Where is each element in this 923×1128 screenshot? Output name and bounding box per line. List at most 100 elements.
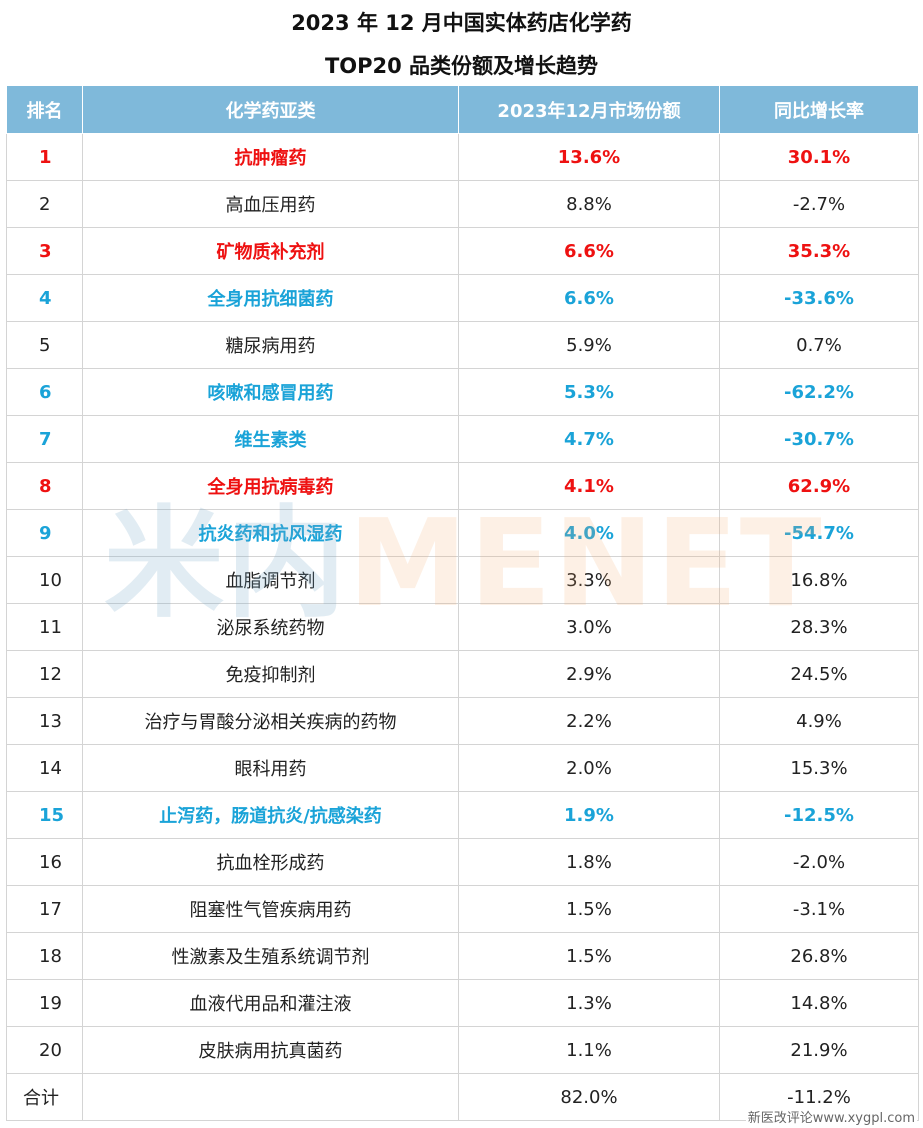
growth-cell: 24.5%: [719, 650, 919, 698]
table-row: 12 免疫抑制剂 2.9% 24.5%: [6, 650, 919, 698]
table-row: 15 止泻药，肠道抗炎/抗感染药 1.9% -12.5%: [6, 791, 919, 839]
rank-cell: 16: [6, 838, 83, 886]
share-cell: 5.3%: [458, 368, 720, 416]
rank-cell: 4: [6, 274, 83, 322]
rank-cell: 3: [6, 227, 83, 275]
growth-cell: 28.3%: [719, 603, 919, 651]
page-subtitle: TOP20 品类份额及增长趋势: [324, 54, 599, 78]
table-row: 19 血液代用品和灌注液 1.3% 14.8%: [6, 979, 919, 1027]
growth-cell: 30.1%: [719, 133, 919, 181]
header-rank: 排名: [6, 85, 83, 134]
rank-cell: 10: [6, 556, 83, 604]
total-row: 合计 82.0% -11.2%: [6, 1073, 919, 1121]
category-cell: 性激素及生殖系统调节剂: [82, 932, 459, 980]
ranking-table: 排名 化学药亚类 2023年12月市场份额 同比增长率 1 抗肿瘤药 13.6% 30…: [6, 85, 919, 1121]
category-cell: 泌尿系统药物: [82, 603, 459, 651]
category-cell: 抗肿瘤药: [82, 133, 459, 181]
rank-cell: 11: [6, 603, 83, 651]
growth-cell: -54.7%: [719, 509, 919, 557]
rank-cell: 6: [6, 368, 83, 416]
growth-cell: 0.7%: [719, 321, 919, 369]
rank-cell: 12: [6, 650, 83, 698]
category-cell: 矿物质补充剂: [82, 227, 459, 275]
rank-cell: 15: [6, 791, 83, 839]
rank-cell: 7: [6, 415, 83, 463]
growth-cell: 35.3%: [719, 227, 919, 275]
growth-cell: 14.8%: [719, 979, 919, 1027]
share-cell: 8.8%: [458, 180, 720, 228]
share-cell: 4.0%: [458, 509, 720, 557]
category-cell: 抗血栓形成药: [82, 838, 459, 886]
share-cell: 1.9%: [458, 791, 720, 839]
category-cell: 维生素类: [82, 415, 459, 463]
growth-cell: -33.6%: [719, 274, 919, 322]
rank-cell: 17: [6, 885, 83, 933]
share-cell: 4.1%: [458, 462, 720, 510]
share-cell: 2.0%: [458, 744, 720, 792]
table-row: 1 抗肿瘤药 13.6% 30.1%: [6, 133, 919, 181]
source-watermark: 新医改评论www.xygpl.com: [745, 1107, 917, 1126]
share-cell: 3.0%: [458, 603, 720, 651]
table-body: 1 抗肿瘤药 13.6% 30.1% 2 高血压用药 8.8% -2.7% 3 矿物质补充剂 6.6…: [6, 133, 919, 1121]
category-cell: 全身用抗细菌药: [82, 274, 459, 322]
total-label: 合计: [6, 1073, 83, 1121]
share-cell: 1.1%: [458, 1026, 720, 1074]
category-cell: 全身用抗病毒药: [82, 462, 459, 510]
growth-cell: -62.2%: [719, 368, 919, 416]
growth-cell: 21.9%: [719, 1026, 919, 1074]
header-category: 化学药亚类: [82, 85, 459, 134]
page-title: 2023 年 12 月中国实体药店化学药: [291, 11, 632, 35]
share-cell: 1.3%: [458, 979, 720, 1027]
rank-cell: 2: [6, 180, 83, 228]
rank-cell: 19: [6, 979, 83, 1027]
table-row: 13 治疗与胃酸分泌相关疾病的药物 2.2% 4.9%: [6, 697, 919, 745]
total-share: 82.0%: [458, 1073, 720, 1121]
category-cell: 止泻药，肠道抗炎/抗感染药: [82, 791, 459, 839]
table-row: 8 全身用抗病毒药 4.1% 62.9%: [6, 462, 919, 510]
growth-cell: 26.8%: [719, 932, 919, 980]
table-row: 9 抗炎药和抗风湿药 4.0% -54.7%: [6, 509, 919, 557]
rank-cell: 8: [6, 462, 83, 510]
table-row: 7 维生素类 4.7% -30.7%: [6, 415, 919, 463]
category-cell: 高血压用药: [82, 180, 459, 228]
growth-cell: -12.5%: [719, 791, 919, 839]
share-cell: 6.6%: [458, 274, 720, 322]
table-row: 17 阻塞性气管疾病用药 1.5% -3.1%: [6, 885, 919, 933]
table-row: 10 血脂调节剂 3.3% 16.8%: [6, 556, 919, 604]
share-cell: 1.5%: [458, 932, 720, 980]
share-cell: 3.3%: [458, 556, 720, 604]
table-row: 20 皮肤病用抗真菌药 1.1% 21.9%: [6, 1026, 919, 1074]
category-cell: 治疗与胃酸分泌相关疾病的药物: [82, 697, 459, 745]
table-row: 18 性激素及生殖系统调节剂 1.5% 26.8%: [6, 932, 919, 980]
growth-cell: -30.7%: [719, 415, 919, 463]
table-row: 3 矿物质补充剂 6.6% 35.3%: [6, 227, 919, 275]
share-cell: 1.5%: [458, 885, 720, 933]
category-cell: 抗炎药和抗风湿药: [82, 509, 459, 557]
share-cell: 13.6%: [458, 133, 720, 181]
rank-cell: 14: [6, 744, 83, 792]
share-cell: 5.9%: [458, 321, 720, 369]
rank-cell: 1: [6, 133, 83, 181]
table-row: 14 眼科用药 2.0% 15.3%: [6, 744, 919, 792]
growth-cell: -2.7%: [719, 180, 919, 228]
growth-cell: 62.9%: [719, 462, 919, 510]
table-row: 2 高血压用药 8.8% -2.7%: [6, 180, 919, 228]
growth-cell: 16.8%: [719, 556, 919, 604]
table-row: 4 全身用抗细菌药 6.6% -33.6%: [6, 274, 919, 322]
rank-cell: 18: [6, 932, 83, 980]
share-cell: 6.6%: [458, 227, 720, 275]
table-header-row: 排名 化学药亚类 2023年12月市场份额 同比增长率: [6, 85, 919, 134]
share-cell: 1.8%: [458, 838, 720, 886]
header-share: 2023年12月市场份额: [458, 85, 720, 134]
total-category: [82, 1073, 459, 1121]
category-cell: 血液代用品和灌注液: [82, 979, 459, 1027]
share-cell: 4.7%: [458, 415, 720, 463]
category-cell: 皮肤病用抗真菌药: [82, 1026, 459, 1074]
category-cell: 咳嗽和感冒用药: [82, 368, 459, 416]
table-row: 5 糖尿病用药 5.9% 0.7%: [6, 321, 919, 369]
growth-cell: -3.1%: [719, 885, 919, 933]
category-cell: 眼科用药: [82, 744, 459, 792]
rank-cell: 20: [6, 1026, 83, 1074]
share-cell: 2.2%: [458, 697, 720, 745]
category-cell: 阻塞性气管疾病用药: [82, 885, 459, 933]
